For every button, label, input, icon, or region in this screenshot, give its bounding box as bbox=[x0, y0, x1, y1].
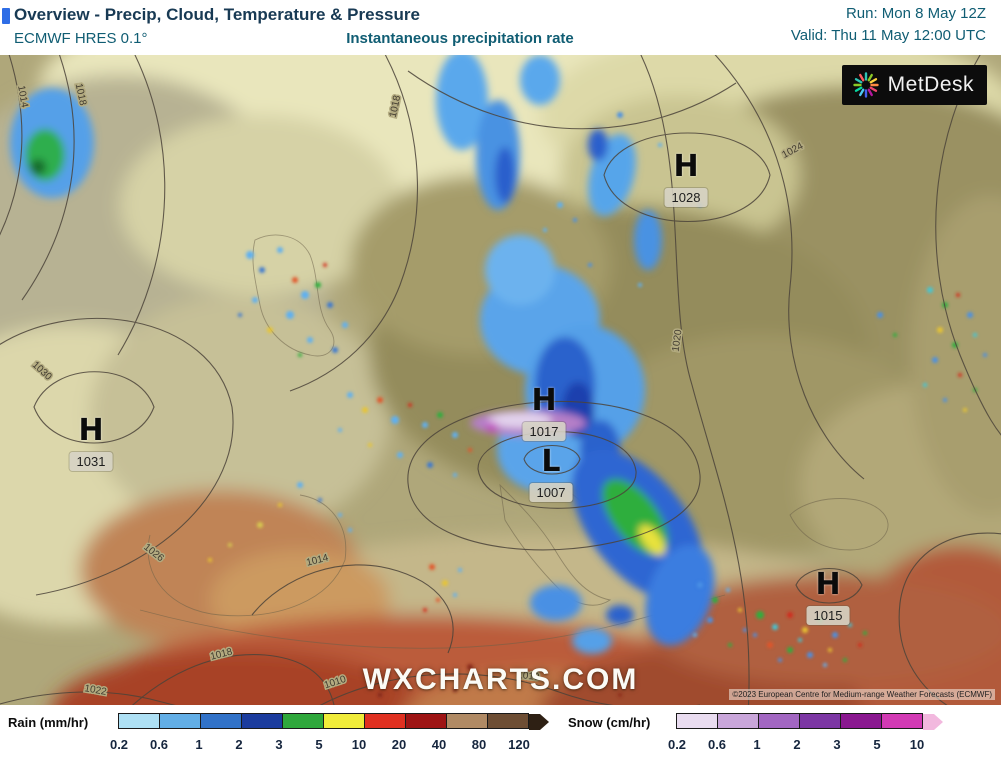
legend-tick: 2 bbox=[793, 737, 801, 752]
rain-overflow-arrow bbox=[529, 714, 549, 730]
weather-map-svg: 1014 1018 1018 1030 1026 1022 1018 1014 … bbox=[0, 55, 1001, 705]
run-time-label: Run: Mon 8 May 12Z bbox=[845, 5, 986, 22]
legend-swatch bbox=[447, 714, 488, 728]
legend-swatch bbox=[201, 714, 242, 728]
snow-overflow-arrow bbox=[923, 714, 943, 730]
pressure-value: 1015 bbox=[806, 606, 850, 625]
legend-swatch bbox=[119, 714, 160, 728]
shower-speckles bbox=[208, 112, 987, 697]
pressure-center-h1028: H 1028 bbox=[664, 149, 708, 207]
legend-tick: 5 bbox=[873, 737, 881, 752]
pressure-center-h1015: H 1015 bbox=[806, 567, 850, 625]
page-title: Overview - Precip, Cloud, Temperature & … bbox=[14, 5, 420, 24]
legend-swatch bbox=[488, 714, 528, 728]
copyright-note: ©2023 European Centre for Medium-range W… bbox=[729, 689, 995, 700]
precip-layer bbox=[10, 55, 715, 654]
legend-swatch bbox=[841, 714, 882, 728]
legend-tick: 40 bbox=[431, 737, 447, 752]
legend-tick: 0.2 bbox=[109, 737, 129, 752]
legend-swatch bbox=[677, 714, 718, 728]
legend-swatch bbox=[160, 714, 201, 728]
snow-colorbar bbox=[676, 713, 943, 730]
watermark: WXCHARTS.COM bbox=[362, 663, 639, 696]
legend-swatch bbox=[800, 714, 841, 728]
valid-time-label: Valid: Thu 11 May 12:00 UTC bbox=[790, 27, 986, 44]
legend-bar: Rain (mm/hr) 0.2 0.6 1 2 3 5 10 20 40 80 120 Snow … bbox=[0, 705, 1001, 768]
pressure-value: 1017 bbox=[522, 422, 566, 441]
legend-swatch bbox=[406, 714, 447, 728]
legend-tick: 1 bbox=[753, 737, 761, 752]
chart-subtitle: Instantaneous precipitation rate bbox=[346, 30, 574, 47]
pressure-center-h1017: H 1017 bbox=[522, 383, 566, 441]
isobar-contours bbox=[0, 55, 1001, 705]
rain-tick-labels: 0.2 0.6 1 2 3 5 10 20 40 80 120 bbox=[110, 737, 530, 753]
legend-tick: 20 bbox=[391, 737, 407, 752]
pressure-letter: H bbox=[815, 567, 841, 602]
legend-tick: 1 bbox=[195, 737, 203, 752]
pressure-letter: L bbox=[541, 444, 561, 479]
legend-swatch bbox=[718, 714, 759, 728]
rain-colorbar bbox=[118, 713, 549, 730]
legend-swatch bbox=[365, 714, 406, 728]
pressure-center-l1007: L 1007 bbox=[529, 444, 573, 502]
legend-tick: 10 bbox=[909, 737, 925, 752]
pressure-letter: H bbox=[531, 383, 557, 418]
corner-icon bbox=[2, 8, 10, 24]
metdesk-logo-text: MetDesk bbox=[887, 73, 974, 96]
legend-tick: 5 bbox=[315, 737, 323, 752]
legend-tick: 0.2 bbox=[667, 737, 687, 752]
metdesk-logo: MetDesk bbox=[841, 65, 987, 105]
pressure-letter: H bbox=[673, 149, 699, 184]
pressure-value: 1007 bbox=[529, 483, 573, 502]
legend-tick: 3 bbox=[833, 737, 841, 752]
metdesk-starburst-icon bbox=[852, 72, 879, 98]
pressure-letter: H bbox=[78, 413, 104, 448]
weather-map: 1014 1018 1018 1030 1026 1022 1018 1014 … bbox=[0, 55, 1001, 705]
legend-swatch bbox=[759, 714, 800, 728]
snow-tick-labels: 0.2 0.6 1 2 3 5 10 bbox=[668, 737, 924, 753]
legend-tick: 2 bbox=[235, 737, 243, 752]
contour-label: 1020 bbox=[671, 328, 685, 352]
legend-swatch bbox=[242, 714, 283, 728]
rain-legend-label: Rain (mm/hr) bbox=[8, 715, 89, 730]
legend-tick: 0.6 bbox=[149, 737, 169, 752]
legend-swatch bbox=[283, 714, 324, 728]
legend-tick: 80 bbox=[471, 737, 487, 752]
legend-tick: 3 bbox=[275, 737, 283, 752]
header-bar: Overview - Precip, Cloud, Temperature & … bbox=[0, 0, 1001, 55]
legend-swatch bbox=[324, 714, 365, 728]
legend-tick: 10 bbox=[351, 737, 367, 752]
pressure-center-h1031: H 1031 bbox=[69, 413, 113, 471]
contour-label: 1010 bbox=[517, 670, 541, 683]
legend-tick: 0.6 bbox=[707, 737, 727, 752]
legend-swatch bbox=[882, 714, 922, 728]
pressure-value: 1028 bbox=[664, 188, 708, 207]
contour-label: 1018 bbox=[209, 646, 234, 662]
model-label: ECMWF HRES 0.1° bbox=[14, 30, 148, 47]
pressure-value: 1031 bbox=[69, 452, 113, 471]
snow-legend-label: Snow (cm/hr) bbox=[568, 715, 651, 730]
legend-tick: 120 bbox=[508, 737, 530, 752]
